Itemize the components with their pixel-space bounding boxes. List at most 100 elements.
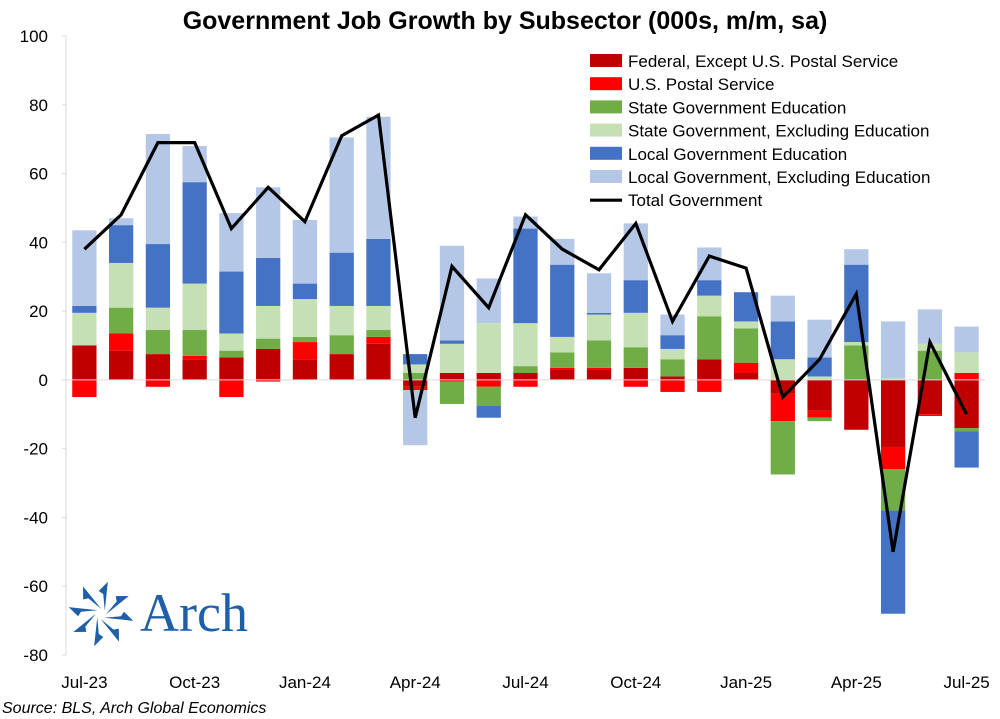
legend-label: Total Government — [628, 191, 762, 210]
y-tick-label: -40 — [23, 508, 48, 527]
bar-segment-3-oct-23 — [182, 283, 207, 331]
bar-segment-5-feb-25 — [770, 295, 795, 322]
bar-segment-3-feb-24 — [329, 305, 354, 336]
bar-segment-0-mar-25 — [807, 379, 832, 411]
bar-segment-0-may-25 — [880, 379, 906, 447]
bar-segment-0-mar-24 — [366, 343, 391, 380]
bar-segment-5-apr-25 — [844, 249, 869, 265]
bar-segment-1-jul-25 — [954, 373, 979, 380]
x-axis: Jul-23 Oct-23 Jan-24 Apr-24 Jul-24 Oct-24 Jan-… — [61, 379, 990, 692]
bar-segment-0-may-24 — [439, 373, 465, 380]
bar-segment-0-apr-25 — [844, 379, 869, 430]
bar-segment-0-oct-24 — [623, 367, 648, 380]
bar-segment-1-jun-24 — [476, 379, 501, 387]
bar-segment-4-jul-25 — [954, 431, 979, 468]
bar-segment-4-feb-25 — [770, 321, 795, 360]
bar-segment-5-sep-23 — [145, 134, 171, 245]
bar-segment-1-oct-23 — [182, 355, 207, 360]
bar-segment-2-jun-24 — [476, 386, 501, 406]
bar-segment-2-nov-24 — [660, 359, 685, 377]
bar-segment-0-nov-23 — [219, 357, 244, 380]
legend-label: State Government, Excluding Education — [628, 122, 929, 141]
bar-segment-2-aug-23 — [109, 307, 134, 334]
legend-swatch — [590, 100, 622, 114]
x-tick-label: Oct-23 — [169, 673, 220, 692]
y-tick-label: 60 — [29, 165, 48, 184]
bar-segment-4-dec-24 — [697, 280, 722, 296]
y-tick-label: 80 — [29, 96, 48, 115]
bar-segment-0-dec-23 — [256, 348, 281, 380]
bar-segment-5-jun-25 — [917, 309, 942, 344]
bar-segment-3-apr-24 — [403, 364, 428, 374]
bar-segment-0-feb-24 — [329, 354, 354, 380]
y-axis: -80 -60 -40 -20 0 20 40 60 80 100 — [20, 27, 67, 665]
y-tick-label: 40 — [29, 233, 48, 252]
star-logo-icon — [68, 581, 134, 647]
legend-label: Federal, Except U.S. Postal Service — [628, 52, 898, 71]
bar-segment-3-jul-23 — [72, 312, 97, 346]
bar-segment-2-jul-25 — [954, 428, 979, 432]
bar-segment-3-mar-24 — [366, 305, 391, 331]
star-ray — [98, 581, 108, 611]
bar-segment-1-may-25 — [880, 446, 906, 470]
bar-segment-1-aug-24 — [550, 367, 575, 370]
bar-segment-3-sep-24 — [586, 314, 612, 341]
bar-segment-4-jan-24 — [292, 283, 318, 300]
x-tick-label: Apr-24 — [390, 673, 441, 692]
bar-segment-1-may-24 — [439, 379, 465, 382]
bar-segment-3-apr-25 — [844, 342, 869, 346]
bar-segment-3-jul-24 — [513, 323, 538, 367]
bar-segment-4-may-25 — [880, 510, 906, 614]
bar-segment-4-dec-23 — [256, 257, 281, 306]
bar-segment-2-sep-23 — [145, 330, 171, 355]
bar-segment-0-jul-24 — [513, 373, 538, 380]
bars-layer — [72, 116, 979, 614]
bar-segment-2-oct-24 — [623, 347, 648, 368]
x-tick-label: Jul-25 — [943, 673, 989, 692]
bar-segment-0-aug-24 — [550, 369, 575, 380]
legend-label: U.S. Postal Service — [628, 75, 774, 94]
bar-segment-1-nov-24 — [660, 379, 685, 392]
bar-segment-2-jan-25 — [733, 328, 759, 363]
bar-segment-2-jun-25 — [917, 350, 942, 380]
y-tick-label: -80 — [23, 646, 48, 665]
bar-segment-1-jun-25 — [917, 414, 942, 416]
bar-segment-0-jul-23 — [72, 345, 97, 380]
bar-segment-3-jun-24 — [476, 323, 501, 374]
bar-segment-4-jul-23 — [72, 305, 97, 313]
bar-segment-3-jul-25 — [954, 352, 979, 374]
bar-segment-0-aug-23 — [109, 350, 134, 380]
bar-segment-2-dec-23 — [256, 338, 281, 349]
bar-segment-4-jun-24 — [476, 405, 501, 418]
bar-segment-4-aug-23 — [109, 225, 134, 263]
bar-segment-5-aug-23 — [109, 218, 134, 226]
bar-segment-1-nov-23 — [219, 379, 244, 398]
y-tick-label: 0 — [39, 371, 48, 390]
bar-segment-0-jan-24 — [292, 359, 318, 380]
chart-title: Government Job Growth by Subsector (000s… — [183, 7, 828, 35]
bar-segment-4-aug-24 — [550, 264, 575, 337]
bar-segment-1-aug-23 — [109, 333, 134, 351]
y-tick-label: -20 — [23, 440, 48, 459]
legend-label: Local Government Education — [628, 145, 847, 164]
bar-segment-5-jul-25 — [954, 326, 979, 353]
bar-segment-4-sep-24 — [586, 312, 612, 315]
star-ray — [104, 611, 134, 621]
bar-segment-4-nov-23 — [219, 271, 244, 334]
bar-segment-1-jan-25 — [733, 362, 759, 374]
bar-segment-1-sep-23 — [145, 379, 171, 387]
bar-segment-2-jul-24 — [513, 366, 538, 374]
bar-segment-4-mar-25 — [807, 357, 832, 377]
bar-segment-5-jan-24 — [292, 219, 318, 284]
x-tick-label: Jul-23 — [61, 673, 107, 692]
bar-segment-0-oct-23 — [182, 359, 207, 380]
bar-segment-5-dec-24 — [697, 247, 722, 281]
legend-swatch — [590, 170, 622, 183]
legend-swatch — [590, 77, 622, 91]
bar-segment-2-nov-23 — [219, 350, 244, 358]
bar-segment-5-nov-23 — [219, 213, 244, 272]
bar-segment-5-may-24 — [439, 245, 465, 341]
bar-segment-0-sep-24 — [586, 369, 612, 380]
x-tick-label: Oct-24 — [610, 673, 661, 692]
x-tick-label: Jan-24 — [279, 673, 331, 692]
